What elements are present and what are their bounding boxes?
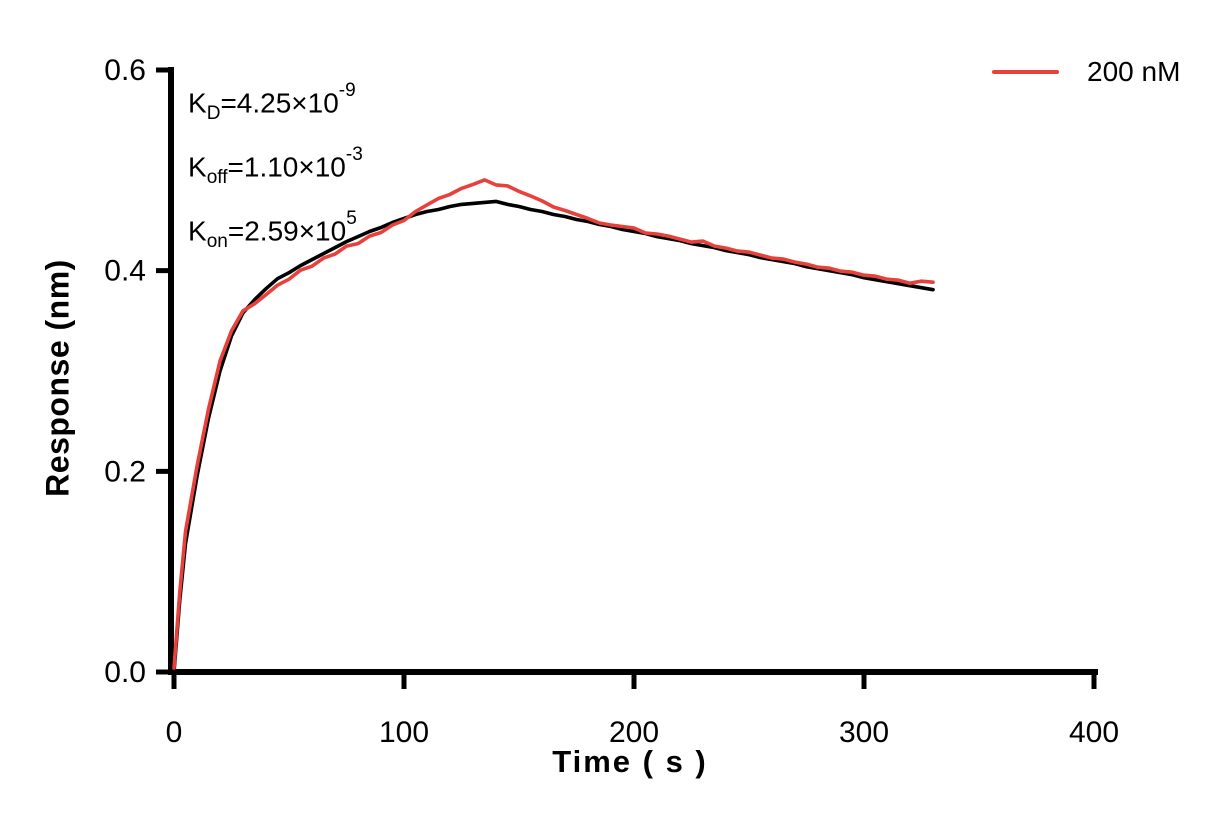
annotation-text: =2.59×10 <box>227 215 347 247</box>
kinetics-annotation-line-1: KD=4.25×10-9 <box>188 70 363 134</box>
annotation-text: K <box>188 215 207 247</box>
y-tick-label: 0.0 <box>104 656 146 689</box>
annotation-sub: D <box>206 102 221 124</box>
annotation-text: =4.25×10 <box>220 87 339 119</box>
annotation-sup: -9 <box>338 80 356 101</box>
annotation-sup: 5 <box>346 207 357 229</box>
x-tick-label: 0 <box>166 716 183 749</box>
data-curve-line <box>172 178 935 670</box>
annotation-sub: off <box>206 166 228 188</box>
x-tick-label: 300 <box>839 716 889 749</box>
annotation-text: K <box>188 151 207 183</box>
kinetics-annotation-line-3: Kon=2.59×105 <box>188 198 363 262</box>
y-axis-title: Response (nm) <box>39 259 76 497</box>
x-tick-label: 100 <box>379 716 429 749</box>
kinetics-annotation: KD=4.25×10-9 Koff=1.10×10-3 Kon=2.59×105 <box>188 70 363 262</box>
x-axis-title: Time ( s ) <box>552 744 708 779</box>
legend-line-swatch <box>992 70 1059 74</box>
kinetics-annotation-line-2: Koff=1.10×10-3 <box>188 134 363 198</box>
annotation-text: K <box>188 87 207 119</box>
x-tick-label: 200 <box>609 716 659 749</box>
y-tick-label: 0.2 <box>104 455 146 488</box>
annotation-text: =1.10×10 <box>227 151 346 183</box>
fit-curve-line <box>172 199 935 674</box>
annotation-sup: -3 <box>345 143 363 165</box>
legend-label: 200 nM <box>1087 56 1181 87</box>
annotation-sub: on <box>206 230 228 252</box>
y-tick-label: 0.6 <box>104 54 146 87</box>
legend: 200 nM <box>992 56 1180 88</box>
y-tick-label: 0.4 <box>104 255 146 288</box>
x-tick-label: 400 <box>1069 716 1119 749</box>
